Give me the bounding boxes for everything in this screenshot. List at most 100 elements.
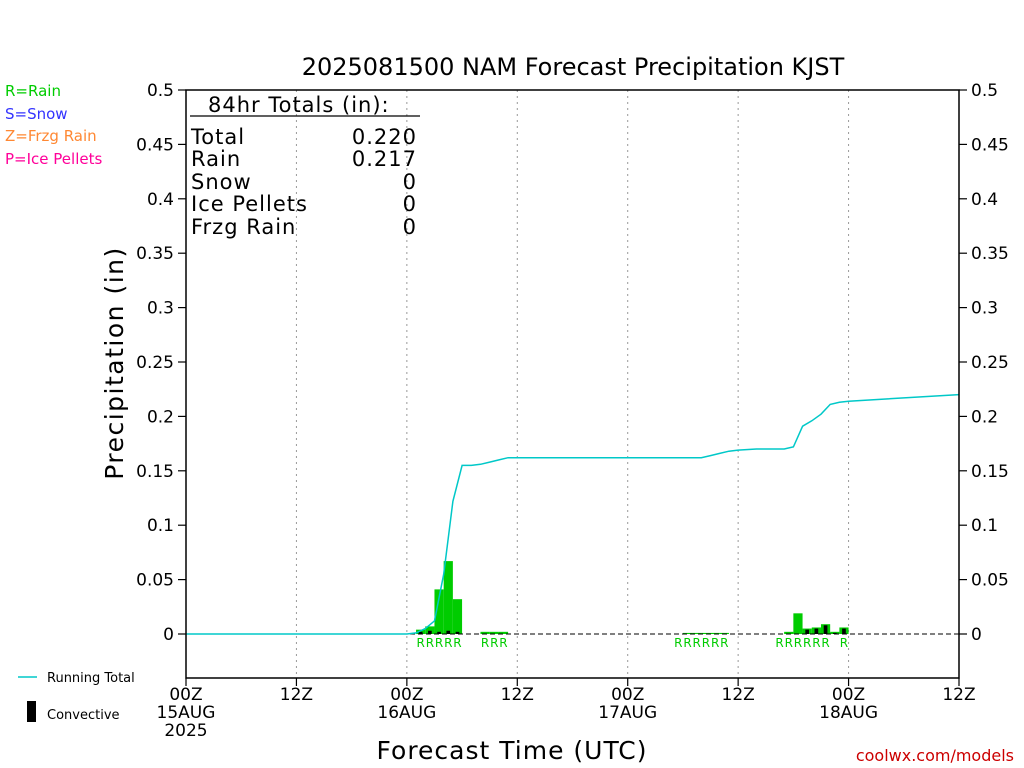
gridlines <box>295 90 850 678</box>
rain-bar <box>443 561 453 634</box>
totals-ice-value: 0 <box>403 192 417 216</box>
y-tick-label-right: 0.25 <box>971 353 1009 373</box>
convective-bar <box>437 631 441 634</box>
y-tick-label: 0.25 <box>136 353 174 373</box>
convective-bar <box>814 628 819 634</box>
precip-type-label: R <box>840 636 848 650</box>
precip-type-label: R <box>416 636 424 650</box>
convective-bar <box>446 630 451 634</box>
y-tick-label-right: 0.05 <box>971 571 1009 591</box>
y-tick-label: 0.1 <box>147 516 174 536</box>
totals-snow-label: Snow <box>191 170 252 194</box>
rain-bar <box>489 631 499 634</box>
precip-type-label: R <box>453 636 461 650</box>
credit-text: coolwx.com/models <box>856 746 1014 765</box>
precip-type-label: R <box>499 636 507 650</box>
precip-type-label: R <box>711 636 719 650</box>
totals-total-value: 0.220 <box>352 125 417 149</box>
legend-running-total: Running Total <box>47 671 135 686</box>
y-tick-label-right: 0.5 <box>971 81 998 101</box>
y-tick-label: 0.15 <box>136 462 174 482</box>
rain-bar <box>784 631 794 634</box>
y-tick-label: 0.4 <box>147 190 174 210</box>
y-tick-label-right: 0.2 <box>971 407 998 427</box>
legend-rain: R=Rain <box>5 82 61 100</box>
precip-type-label: R <box>803 636 811 650</box>
y-tick-label: 0.05 <box>136 571 174 591</box>
rain-bar <box>701 632 711 634</box>
y-tick-label-right: 0.4 <box>971 190 998 210</box>
y-axis-label: Precipitation (in) <box>100 246 129 480</box>
y-tick-label-right: 0.3 <box>971 299 998 319</box>
plot-frame <box>185 89 960 679</box>
y-tick-label: 0 <box>163 625 174 645</box>
rain-bar <box>710 632 720 634</box>
convective-bar <box>805 629 810 634</box>
convective-bar <box>842 628 846 634</box>
y-tick-label: 0.5 <box>147 81 174 101</box>
precip-type-label: R <box>702 636 710 650</box>
convective-bar <box>455 631 460 634</box>
rain-bar <box>719 632 729 634</box>
totals-snow-value: 0 <box>403 170 417 194</box>
y-axis-right-ticks: 0.5 0.45 0.4 0.35 0.3 0.25 0.2 0.15 0.1 0.05 0 <box>959 81 1009 645</box>
x-tick-label: 00Z <box>169 685 202 705</box>
x-tick-label: 17AUG <box>598 703 657 723</box>
chart-title: 2025081500 NAM Forecast Precipitation KJ… <box>302 53 845 81</box>
rain-bar <box>498 631 509 634</box>
y-tick-label: 0.3 <box>147 299 174 319</box>
convective-bar <box>428 630 432 634</box>
y-tick-label-right: 0 <box>971 625 982 645</box>
y-tick-label-right: 0.45 <box>971 135 1009 155</box>
rain-bar <box>452 599 463 634</box>
precip-type-label: R <box>481 636 489 650</box>
rain-bar <box>434 589 444 634</box>
y-axis-left-ticks: 0.5 0.45 0.4 0.35 0.3 0.25 0.2 0.15 0.1 0.05 0 <box>136 81 186 645</box>
precip-type-label: R <box>720 636 728 650</box>
rain-bar <box>425 626 435 634</box>
rain-bar <box>793 613 803 634</box>
precip-type-label: R <box>812 636 820 650</box>
totals-frzg-value: 0 <box>403 215 417 239</box>
rain-bar <box>682 632 693 634</box>
totals-total-label: Total <box>190 125 245 149</box>
rain-bar <box>480 631 490 634</box>
x-tick-label: 12Z <box>280 685 313 705</box>
x-tick-label: 12Z <box>942 685 975 705</box>
legend-convective: Convective <box>47 708 120 723</box>
legend-ice-pellets: P=Ice Pellets <box>5 150 102 168</box>
precip-type-label: R <box>775 636 783 650</box>
x-tick-label: 00Z <box>832 685 865 705</box>
x-axis-label: Forecast Time (UTC) <box>377 736 648 765</box>
x-tick-label: 12Z <box>722 685 755 705</box>
precip-type-label: R <box>821 636 829 650</box>
running-total-line <box>186 393 960 635</box>
x-tick-label: 18AUG <box>819 703 878 723</box>
precip-type-label: R <box>693 636 701 650</box>
totals-box: 84hr Totals (in): Total 0.220 Rain 0.217… <box>190 93 420 239</box>
precip-type-label: R <box>426 636 434 650</box>
totals-rain-value: 0.217 <box>352 147 417 171</box>
y-tick-label: 0.2 <box>147 407 174 427</box>
totals-header: 84hr Totals (in): <box>208 93 390 117</box>
x-tick-label: 12Z <box>501 685 534 705</box>
precip-bars <box>416 561 849 634</box>
x-tick-label: 16AUG <box>377 703 436 723</box>
legend-snow: S=Snow <box>5 105 68 123</box>
precip-type-label: R <box>444 636 452 650</box>
rain-bar <box>692 632 702 634</box>
totals-rain-label: Rain <box>191 147 241 171</box>
precip-type-label: R <box>683 636 691 650</box>
legend-convective-swatch <box>27 701 36 722</box>
convective-bar <box>832 632 837 634</box>
convective-bar <box>823 625 828 634</box>
precip-type-label: R <box>674 636 682 650</box>
precip-type-label: R <box>435 636 443 650</box>
totals-ice-label: Ice Pellets <box>191 192 308 216</box>
precip-type-label: R <box>794 636 802 650</box>
x-tick-label: 2025 <box>164 721 207 741</box>
x-tick-label: 00Z <box>390 685 423 705</box>
y-tick-label-right: 0.35 <box>971 244 1009 264</box>
